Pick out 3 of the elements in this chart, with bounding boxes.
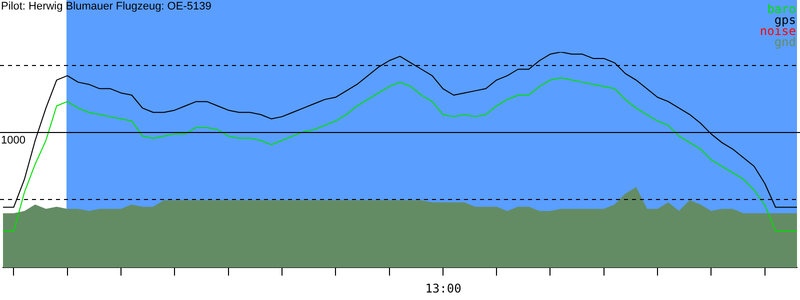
annotation: 1000 [1,134,26,146]
chart-title: Pilot: Herwig Blumauer Flugzeug: OE-5139 [1,0,212,13]
text: 13:00 [425,282,462,296]
